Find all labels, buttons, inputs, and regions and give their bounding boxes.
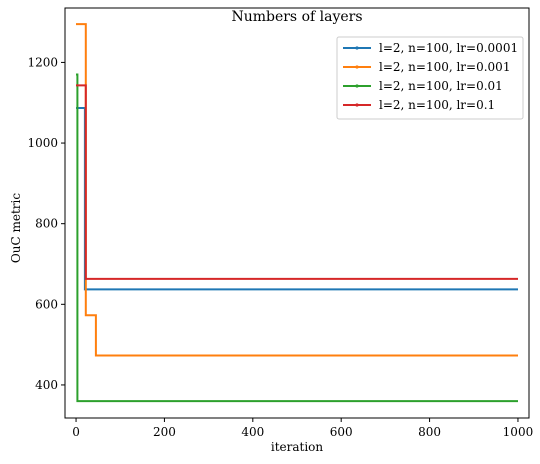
legend-marker-3 [355,103,359,107]
y-tick-label: 800 [35,217,58,231]
axes-layer: 0 200 400 600 800 1000 400 600 800 1000 1200 [27,55,533,439]
y-tick-label: 400 [35,378,58,392]
legend-label-1: l=2, n=100, lr=0.001 [379,60,510,74]
series-line-0 [76,107,518,291]
y-tick-label: 1200 [27,55,58,69]
x-tick-label: 0 [72,425,80,439]
legend-box [336,36,524,120]
legend: l=2, n=100, lr=0.0001 l=2, n=100, lr=0.00… [336,36,524,120]
y-tick-label: 600 [35,297,58,311]
series-line-2 [76,73,518,403]
legend-label-3: l=2, n=100, lr=0.1 [379,98,495,112]
x-tick-label: 1000 [503,425,534,439]
legend-label-2: l=2, n=100, lr=0.01 [379,79,503,93]
x-axis-title: iteration [271,440,324,454]
legend-label-0: l=2, n=100, lr=0.0001 [379,41,518,55]
plot-frame [64,7,530,419]
series-line-3 [76,84,518,280]
legend-marker-1 [355,65,359,69]
y-tick-label: 1000 [27,136,58,150]
chart-title: Numbers of layers [231,9,362,25]
series-layer [76,23,518,403]
x-tick-label: 600 [330,425,353,439]
legend-marker-0 [355,46,359,50]
x-tick-label: 200 [153,425,176,439]
x-tick-label: 800 [418,425,441,439]
legend-marker-2 [355,84,359,88]
series-line-1 [76,23,518,357]
y-axis-title: OuC metric [9,193,23,263]
x-tick-label: 400 [241,425,264,439]
